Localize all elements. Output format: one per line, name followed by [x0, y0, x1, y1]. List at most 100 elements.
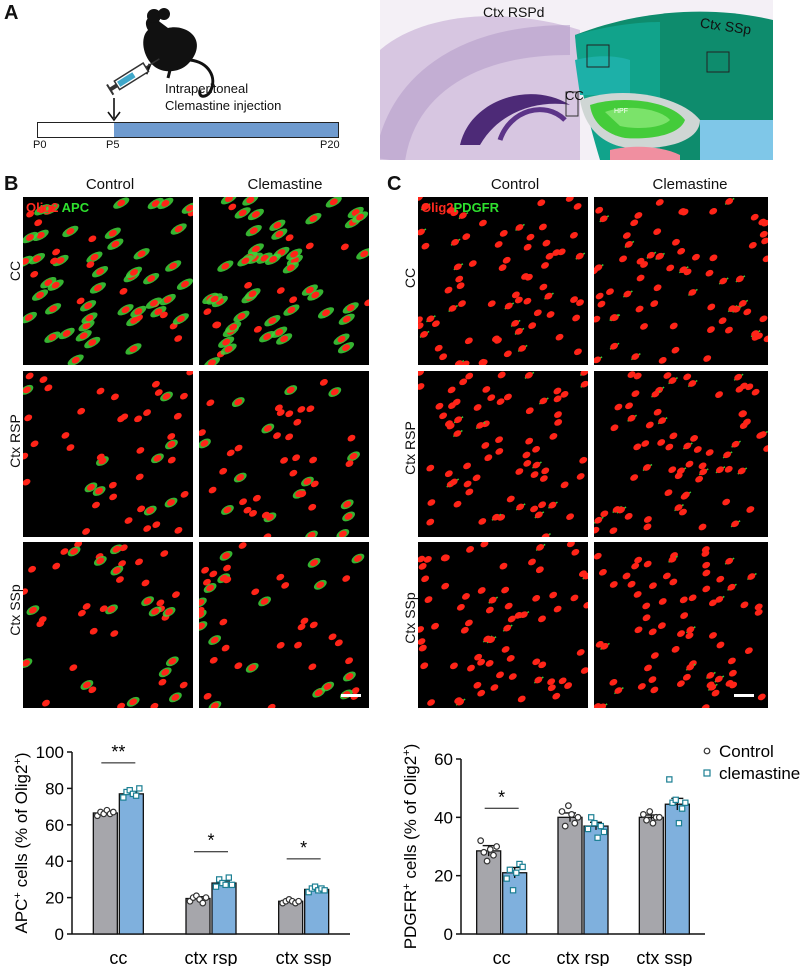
- red-nucleus: [38, 206, 47, 214]
- red-nucleus: [229, 323, 238, 331]
- red-nucleus: [705, 449, 714, 456]
- red-nucleus: [599, 215, 608, 223]
- red-nucleus: [143, 597, 152, 605]
- red-nucleus: [82, 322, 91, 330]
- red-nucleus: [90, 253, 99, 261]
- red-nucleus: [609, 678, 618, 686]
- red-nucleus: [473, 404, 482, 411]
- red-nucleus: [478, 518, 487, 525]
- red-nucleus: [316, 581, 325, 589]
- micrograph-c-ssp-clemastine: [594, 542, 768, 708]
- red-nucleus: [289, 469, 298, 477]
- y-tick-label: 40: [45, 852, 64, 871]
- red-nucleus: [650, 300, 659, 307]
- red-nucleus: [658, 357, 667, 364]
- red-nucleus: [672, 238, 680, 246]
- red-nucleus: [203, 692, 212, 700]
- red-nucleus: [701, 704, 710, 708]
- red-nucleus: [645, 421, 654, 429]
- red-nucleus: [84, 302, 93, 310]
- micrograph-b-rsp-clemastine: [199, 371, 369, 537]
- red-nucleus: [495, 436, 503, 444]
- timeline-treatment-fill: [114, 123, 338, 137]
- red-nucleus: [141, 579, 150, 587]
- red-nucleus: [552, 249, 561, 256]
- red-nucleus: [706, 672, 715, 679]
- red-nucleus: [36, 231, 45, 239]
- red-nucleus: [496, 671, 504, 679]
- red-nucleus: [427, 699, 436, 706]
- red-nucleus: [524, 273, 533, 281]
- red-nucleus: [715, 596, 724, 603]
- red-nucleus: [707, 326, 715, 333]
- red-nucleus: [501, 586, 510, 594]
- red-nucleus: [221, 644, 230, 652]
- red-nucleus: [573, 348, 582, 356]
- red-nucleus: [657, 622, 666, 629]
- red-nucleus: [52, 562, 61, 570]
- red-nucleus: [280, 335, 289, 343]
- red-nucleus: [747, 573, 756, 580]
- data-point: [678, 805, 686, 812]
- data-point: [568, 811, 576, 818]
- red-nucleus: [199, 622, 205, 630]
- red-nucleus: [572, 314, 581, 322]
- red-nucleus: [276, 642, 285, 649]
- red-nucleus: [648, 676, 657, 683]
- red-nucleus: [517, 695, 526, 703]
- red-nucleus: [485, 606, 494, 614]
- red-nucleus: [79, 332, 88, 340]
- red-nucleus: [24, 314, 33, 321]
- red-nucleus: [309, 456, 318, 464]
- red-nucleus: [60, 548, 69, 555]
- red-nucleus: [342, 575, 351, 582]
- red-nucleus: [754, 603, 763, 611]
- red-nucleus: [136, 447, 145, 454]
- red-nucleus: [253, 325, 262, 333]
- micrograph-c-cc-control: [418, 197, 588, 365]
- data-point: [503, 875, 510, 882]
- data-point: [597, 822, 604, 830]
- red-nucleus: [625, 402, 633, 410]
- red-nucleus: [42, 699, 50, 707]
- red-nucleus: [537, 199, 546, 207]
- red-nucleus: [627, 580, 636, 588]
- red-nucleus: [186, 371, 193, 376]
- red-nucleus: [715, 391, 724, 398]
- red-nucleus: [353, 555, 362, 562]
- red-nucleus: [494, 241, 503, 248]
- red-nucleus: [643, 464, 651, 471]
- red-nucleus: [516, 503, 525, 511]
- red-nucleus: [724, 326, 733, 334]
- red-nucleus: [453, 430, 462, 437]
- red-nucleus: [297, 623, 306, 631]
- red-nucleus: [503, 624, 512, 632]
- red-nucleus: [323, 683, 332, 690]
- red-nucleus: [664, 489, 673, 497]
- red-nucleus: [219, 618, 228, 626]
- red-nucleus: [179, 392, 188, 400]
- data-point: [672, 796, 679, 804]
- red-nucleus: [117, 702, 126, 708]
- red-nucleus: [468, 260, 477, 267]
- red-nucleus: [688, 289, 697, 296]
- red-nucleus: [76, 297, 85, 305]
- red-nucleus: [234, 662, 243, 670]
- data-point: [600, 828, 608, 836]
- red-nucleus: [554, 411, 562, 418]
- injection-label-line1: Intraperitoneal: [165, 81, 249, 96]
- red-nucleus: [421, 203, 430, 211]
- red-nucleus: [154, 308, 163, 316]
- red-nucleus: [668, 466, 677, 474]
- data-point: [490, 851, 497, 859]
- pdgfr-bar-chart: 0 20 40 60 PDGFR+ cells (% of Olig2+) cc * ctx …: [401, 742, 800, 966]
- red-nucleus: [743, 418, 751, 426]
- red-nucleus: [455, 275, 464, 283]
- bar-control: [638, 816, 664, 935]
- red-nucleus: [364, 299, 369, 307]
- panel-c-col-clemastine: Clemastine: [652, 176, 728, 193]
- red-nucleus: [344, 513, 353, 520]
- y-axis-label: APC+ cells (% of Olig2+): [12, 752, 31, 933]
- red-nucleus: [496, 398, 505, 406]
- red-nucleus: [504, 602, 513, 610]
